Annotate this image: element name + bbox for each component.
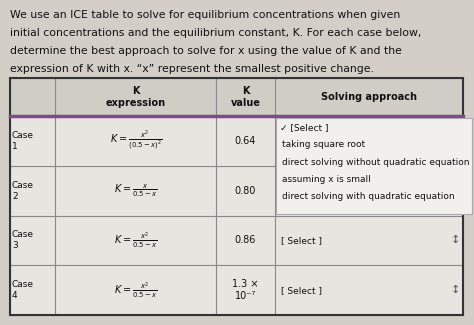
Bar xyxy=(10,78,463,116)
Text: 0.80: 0.80 xyxy=(235,186,256,196)
Bar xyxy=(10,78,463,315)
Text: expression of K with x. “x” represent the smallest positive change.: expression of K with x. “x” represent th… xyxy=(10,64,374,74)
Text: assuming x is small: assuming x is small xyxy=(282,175,371,184)
Text: Case
1: Case 1 xyxy=(12,131,34,151)
Text: determine the best approach to solve for x using the value of K and the: determine the best approach to solve for… xyxy=(10,46,402,56)
Text: We use an ICE table to solve for equilibrium concentrations when given: We use an ICE table to solve for equilib… xyxy=(10,10,400,20)
Text: 0.64: 0.64 xyxy=(235,136,256,146)
Text: $K = \frac{x^2}{0.5-x}$: $K = \frac{x^2}{0.5-x}$ xyxy=(114,280,157,300)
Text: [ Select ]: [ Select ] xyxy=(281,236,322,245)
Text: $K = \frac{x}{0.5-x}$: $K = \frac{x}{0.5-x}$ xyxy=(114,182,157,199)
Text: direct solving without quadratic equation: direct solving without quadratic equatio… xyxy=(282,158,470,167)
Text: K
value: K value xyxy=(230,86,261,108)
Text: ↕: ↕ xyxy=(450,235,460,245)
Text: Case
3: Case 3 xyxy=(12,230,34,251)
Text: direct solving with quadratic equation: direct solving with quadratic equation xyxy=(282,192,455,202)
Text: K
expression: K expression xyxy=(106,86,166,108)
Bar xyxy=(10,78,463,315)
Text: [ Select ]: [ Select ] xyxy=(281,286,322,295)
Text: Case
4: Case 4 xyxy=(12,280,34,300)
Text: Solving approach: Solving approach xyxy=(321,92,417,102)
Text: 1.3 ×
10⁻⁷: 1.3 × 10⁻⁷ xyxy=(232,279,259,301)
Text: 0.86: 0.86 xyxy=(235,235,256,245)
Text: Case
2: Case 2 xyxy=(12,181,34,201)
Text: ↕: ↕ xyxy=(450,285,460,295)
Text: taking square root: taking square root xyxy=(282,140,365,150)
Text: $K = \frac{x^2}{(0.5-x)^2}$: $K = \frac{x^2}{(0.5-x)^2}$ xyxy=(109,130,162,152)
Text: ✓ [Select ]: ✓ [Select ] xyxy=(280,123,328,132)
Text: initial concentrations and the equilibrium constant, K. For each case below,: initial concentrations and the equilibri… xyxy=(10,28,421,38)
Text: $K = \frac{x^2}{0.5-x}$: $K = \frac{x^2}{0.5-x}$ xyxy=(114,230,157,250)
Bar xyxy=(276,118,472,214)
